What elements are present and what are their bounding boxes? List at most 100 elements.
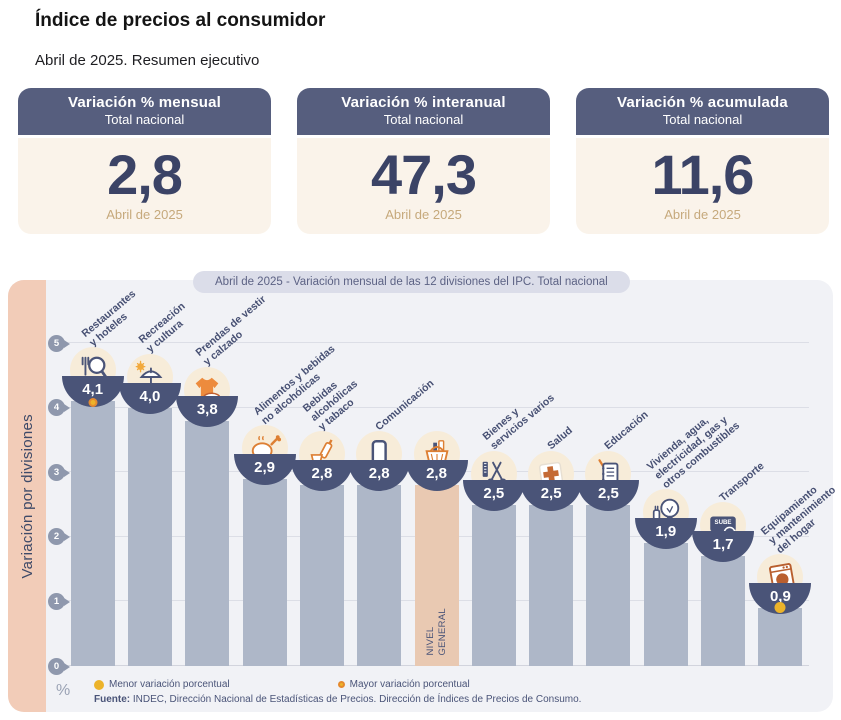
value-badge: 1,7 bbox=[692, 531, 755, 563]
kpi-value: 2,8 bbox=[107, 143, 183, 206]
value-bubble: 2,5 bbox=[462, 450, 525, 511]
legend-item-mayor: Mayor variación porcentual bbox=[337, 679, 470, 690]
value-badge: 3,8 bbox=[176, 395, 239, 427]
kpi-cards-row: Variación % mensual Total nacional 2,8 A… bbox=[18, 88, 829, 234]
kpi-value: 11,6 bbox=[651, 143, 755, 206]
menor-dot-icon bbox=[94, 679, 104, 690]
source-note: Fuente: INDEC, Dirección Nacional de Est… bbox=[94, 694, 817, 705]
bar-columns: Restaurantes y hoteles 4,1 Recreación y … bbox=[61, 288, 839, 666]
value-bubble: 2,8 bbox=[290, 431, 353, 492]
y-axis-title-strip: Variación por divisiones bbox=[8, 280, 46, 712]
value-badge: 2,5 bbox=[520, 479, 583, 511]
division-label: Equipamiento y mantenimiento del hogar bbox=[759, 483, 839, 556]
y-tick-2: 2 bbox=[48, 528, 65, 545]
bar-group-restaurantes: Restaurantes y hoteles 4,1 bbox=[61, 288, 138, 666]
mayor-dot-icon bbox=[337, 681, 345, 688]
bar-group-bebidas-alcoholicas: Bebidas alcohólicas y tabaco 2,8 bbox=[290, 343, 360, 666]
y-tick-0: 0 bbox=[48, 658, 65, 675]
value-bubble: 1,9 bbox=[634, 489, 697, 550]
value-badge: 2,8 bbox=[290, 460, 353, 492]
bar-group-nivel-general: 2,8 NIVEL GENERAL bbox=[405, 343, 468, 666]
kpi-title: Variación % acumulada bbox=[617, 94, 788, 111]
kpi-period: Abril de 2025 bbox=[106, 206, 183, 222]
svg-text:SUBE: SUBE bbox=[715, 519, 732, 526]
source-text: INDEC, Dirección Nacional de Estadística… bbox=[130, 694, 582, 705]
y-axis-title: Variación por divisiones bbox=[18, 413, 36, 579]
value-badge: 2,5 bbox=[577, 479, 640, 511]
legend-label: Mayor variación porcentual bbox=[349, 679, 470, 690]
kpi-card-body: 11,6 Abril de 2025 bbox=[576, 138, 829, 234]
bar-nivel-general bbox=[414, 485, 459, 666]
value-bubble: 3,8 bbox=[176, 366, 239, 427]
nivel-general-label: NIVEL GENERAL bbox=[424, 608, 448, 656]
bar-group-comunicacion: Comunicación 2,8 bbox=[348, 343, 437, 666]
bar-vivienda bbox=[643, 543, 688, 666]
bar-equipamiento bbox=[758, 607, 803, 666]
kpi-card-acumulada: Variación % acumulada Total nacional 11,… bbox=[576, 88, 829, 234]
kpi-card-mensual: Variación % mensual Total nacional 2,8 A… bbox=[18, 88, 271, 234]
bar-group-vivienda: Vivienda, agua, electricidad, gas y otro… bbox=[634, 343, 742, 666]
value-bubble: 2,5 bbox=[520, 450, 583, 511]
chart-title-pill: Abril de 2025 - Variación mensual de las… bbox=[193, 271, 630, 293]
bar-group-educacion: Educación 2,5 bbox=[577, 343, 651, 666]
value-bubble: 2,5 bbox=[577, 450, 640, 511]
bar-group-alimentos: Alimentos y bebidas no alcohólicas 2,9 bbox=[233, 343, 337, 666]
bar-group-equipamiento: Equipamiento y mantenimiento del hogar 0… bbox=[749, 343, 839, 666]
bar-transporte bbox=[701, 556, 746, 666]
bar-bienes-servicios bbox=[471, 504, 516, 666]
kpi-card-header: Variación % acumulada Total nacional bbox=[576, 88, 829, 135]
page-subtitle: Abril de 2025. Resumen ejecutivo bbox=[35, 52, 260, 69]
kpi-subtitle: Total nacional bbox=[383, 112, 464, 127]
legend-item-menor: Menor variación porcentual bbox=[94, 679, 230, 690]
bar-educacion bbox=[586, 504, 631, 666]
value-badge: 1,9 bbox=[634, 518, 697, 550]
bar-group-salud: Salud 2,5 bbox=[520, 343, 583, 666]
value-bubble: 4,1 bbox=[61, 347, 124, 408]
percent-axis-label: % bbox=[56, 682, 71, 699]
page-title: Índice de precios al consumidor bbox=[35, 10, 326, 31]
kpi-card-body: 2,8 Abril de 2025 bbox=[18, 138, 271, 234]
kpi-title: Variación % interanual bbox=[341, 94, 506, 111]
value-bubble: 2,9 bbox=[233, 424, 296, 485]
chart-footer: Menor variación porcentual Mayor variaci… bbox=[94, 679, 817, 705]
bar-group-recreacion: Recreación y cultura 4,0 bbox=[118, 301, 188, 666]
mayor-variacion-marker bbox=[88, 398, 98, 408]
menor-variacion-marker bbox=[774, 601, 786, 613]
bar-group-prendas: Prendas de vestir y calzado 3,8 bbox=[176, 294, 269, 666]
gridline bbox=[64, 342, 809, 343]
legend-label: Menor variación porcentual bbox=[109, 679, 230, 690]
legend: Menor variación porcentual Mayor variaci… bbox=[94, 679, 817, 690]
value-bubble: 2,8 bbox=[405, 431, 468, 492]
value-badge: 2,8 bbox=[405, 460, 468, 492]
kpi-card-header: Variación % interanual Total nacional bbox=[297, 88, 550, 135]
bar-alimentos bbox=[242, 478, 287, 666]
kpi-period: Abril de 2025 bbox=[664, 206, 741, 222]
y-tick-5: 5 bbox=[48, 335, 65, 352]
kpi-subtitle: Total nacional bbox=[662, 112, 743, 127]
division-label: Restaurantes y hoteles bbox=[79, 287, 138, 350]
kpi-card-header: Variación % mensual Total nacional bbox=[18, 88, 271, 135]
bar-salud bbox=[529, 504, 574, 666]
y-tick-1: 1 bbox=[48, 593, 65, 610]
value-bubble: 4,0 bbox=[118, 353, 181, 414]
gridline bbox=[64, 406, 809, 408]
kpi-title: Variación % mensual bbox=[67, 94, 222, 111]
kpi-subtitle: Total nacional bbox=[104, 112, 185, 127]
source-prefix: Fuente: bbox=[94, 694, 131, 705]
kpi-card-interanual: Variación % interanual Total nacional 47… bbox=[297, 88, 550, 234]
value-badge: 2,5 bbox=[462, 479, 525, 511]
y-tick-4: 4 bbox=[48, 399, 65, 416]
value-bubble: 0,9 bbox=[749, 553, 812, 614]
bar-bebidas-alcoholicas bbox=[299, 485, 344, 666]
bar-group-transporte: Transporte SUBE 1,7 bbox=[692, 343, 767, 666]
kpi-period: Abril de 2025 bbox=[385, 206, 462, 222]
kpi-card-body: 47,3 Abril de 2025 bbox=[297, 138, 550, 234]
plot-area: Restaurantes y hoteles 4,1 Recreación y … bbox=[61, 288, 839, 666]
value-badge: 4,0 bbox=[118, 382, 181, 414]
bar-group-bienes-servicios: Bienes y servicios varios 2,5 bbox=[462, 343, 557, 666]
division-label: Salud bbox=[545, 424, 576, 453]
bar-recreacion bbox=[127, 407, 172, 666]
kpi-value: 47,3 bbox=[371, 143, 477, 206]
bar-restaurantes bbox=[70, 401, 115, 666]
bar-prendas bbox=[185, 420, 230, 666]
